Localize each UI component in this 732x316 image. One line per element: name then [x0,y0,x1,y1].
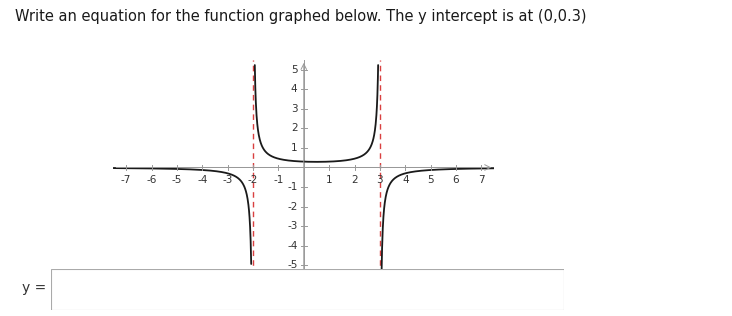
Text: 1: 1 [291,143,297,153]
Text: -1: -1 [287,182,297,192]
Text: -1: -1 [273,175,283,185]
Text: 5: 5 [427,175,434,185]
Text: -3: -3 [223,175,233,185]
Text: -4: -4 [287,240,297,251]
Text: 2: 2 [291,124,297,133]
Text: -2: -2 [248,175,258,185]
Text: -6: -6 [146,175,157,185]
Text: -4: -4 [197,175,207,185]
Text: Write an equation for the function graphed below. The y intercept is at (0,0.3): Write an equation for the function graph… [15,9,586,24]
Text: y =: y = [22,281,46,295]
Text: 3: 3 [291,104,297,114]
Text: -3: -3 [287,221,297,231]
Text: -5: -5 [287,260,297,270]
Text: 7: 7 [478,175,485,185]
Text: 6: 6 [452,175,460,185]
FancyBboxPatch shape [51,269,564,310]
Text: 4: 4 [291,84,297,94]
Text: 3: 3 [376,175,384,185]
Text: 4: 4 [402,175,408,185]
Text: 2: 2 [351,175,358,185]
Text: 5: 5 [291,65,297,75]
Text: -2: -2 [287,202,297,211]
Text: 1: 1 [326,175,332,185]
Text: -5: -5 [172,175,182,185]
Text: -7: -7 [121,175,131,185]
